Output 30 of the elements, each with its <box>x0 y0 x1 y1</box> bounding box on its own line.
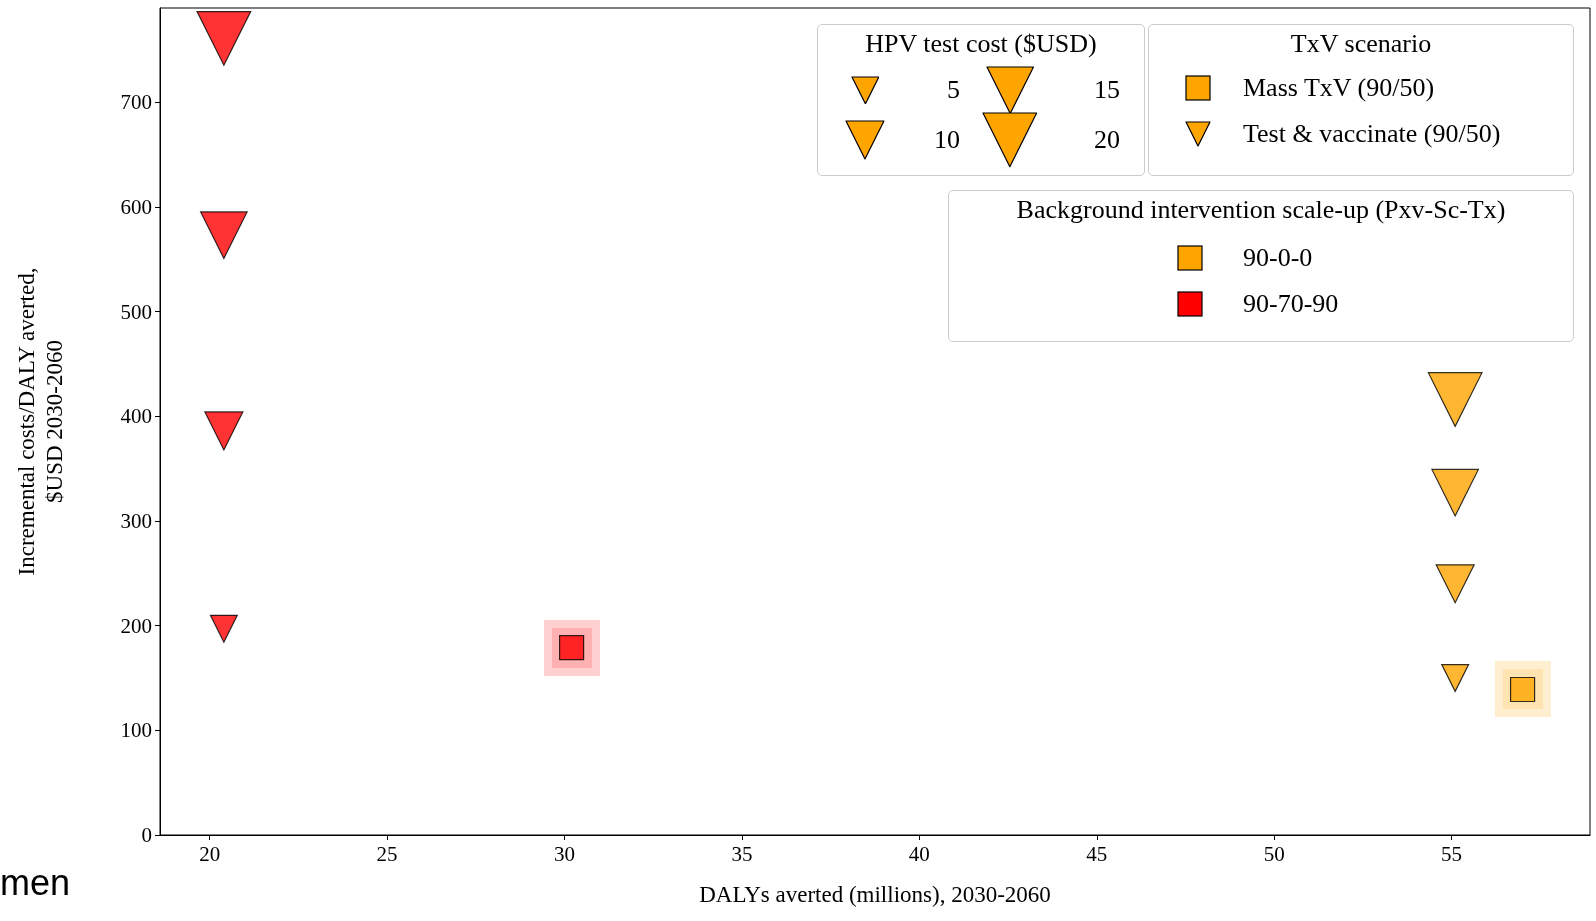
y-tick-label: 700 <box>120 90 152 115</box>
y-tick-label: 400 <box>120 404 152 429</box>
text: men <box>0 862 71 904</box>
x-tick-label: 55 <box>1441 841 1463 866</box>
y-tick-label: 0 <box>141 823 152 847</box>
y-axis-title: Incremental costs/DALY averted, $USD 2030-2060 <box>13 267 67 576</box>
annotation: TxV scenario <box>1289 29 1433 60</box>
y-tick-label: 600 <box>120 194 152 219</box>
legend-label: 90-70-90 <box>1243 289 1339 319</box>
legend-label: 90-0-0 <box>1243 243 1313 273</box>
legend-label: 5 <box>946 75 960 105</box>
x-tick-label: 20 <box>199 841 221 866</box>
y-tick-label: 100 <box>120 718 152 743</box>
annotation: Background intervention scale-up (Pxv-Sc-Tx) <box>1015 195 1507 226</box>
x-tick-label: 50 <box>1263 841 1285 866</box>
x-tick-label: 25 <box>376 841 398 866</box>
legend-label: Mass TxV (90/50) <box>1243 73 1435 103</box>
x-axis-title: DALYs averted (millions), 2030-2060 <box>699 882 1051 907</box>
x-tick-label: 45 <box>1086 841 1108 866</box>
legend-title: HPV test cost ($USD) <box>864 29 1098 60</box>
y-tick-label: 200 <box>120 613 152 638</box>
legend-label: Test & vaccinate (90/50) <box>1243 119 1501 149</box>
y-tick-label: 300 <box>120 508 152 533</box>
y-tick-label: 500 <box>120 299 152 324</box>
x-tick-label: 30 <box>554 841 576 866</box>
legend-label: 20 <box>1093 125 1120 155</box>
x-tick-label: 35 <box>731 841 753 866</box>
legend-label: 15 <box>1093 75 1120 105</box>
x-tick-label: 40 <box>908 841 930 866</box>
legend-label: 10 <box>933 125 960 155</box>
